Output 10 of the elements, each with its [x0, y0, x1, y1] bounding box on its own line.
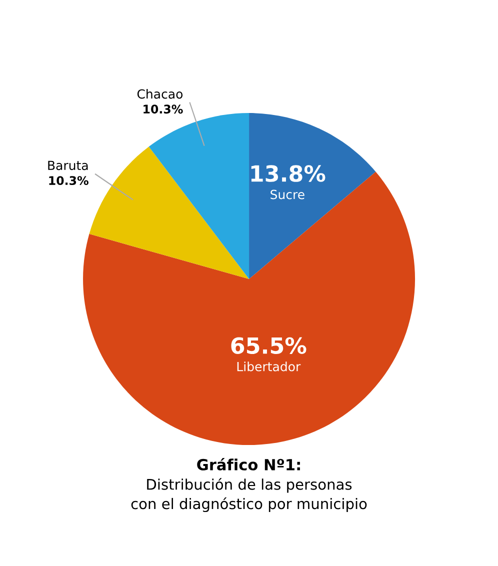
data-label: 10.3% — [49, 176, 88, 185]
slice-label: Libertador — [237, 362, 301, 372]
slice-label: Chacao — [137, 89, 183, 99]
text: Distribución de las personas con el diagnóstico por municipio — [131, 478, 367, 512]
slice-label: Baruta — [48, 160, 88, 170]
text: Gráfico Nº1: — [197, 458, 300, 470]
data-label: 13.8% — [251, 165, 326, 182]
data-label: 10.3% — [144, 104, 183, 114]
slice-label: Sucre — [270, 190, 304, 200]
data-label: 65.5% — [231, 337, 306, 354]
